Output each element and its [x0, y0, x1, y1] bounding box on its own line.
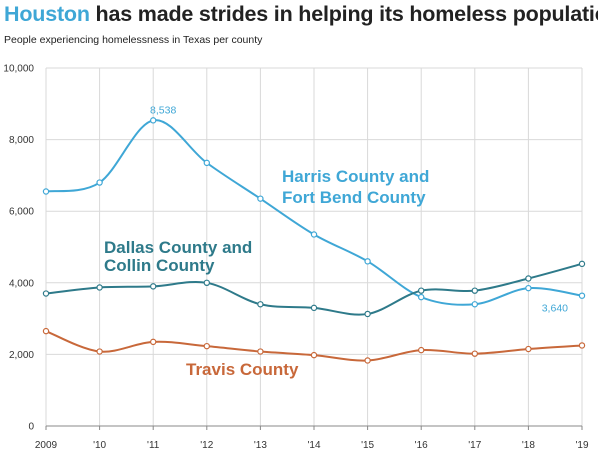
gridlines	[45, 67, 583, 427]
x-tick-label: '18	[522, 440, 535, 451]
data-point-dallas-collin	[257, 301, 264, 308]
data-point-dallas-collin	[203, 279, 210, 286]
data-point-travis	[203, 342, 210, 350]
series-label-line: Dallas County and	[104, 238, 252, 257]
title-highlight: Houston	[4, 2, 90, 26]
x-tick-label: '19	[575, 440, 588, 451]
data-point-harris-fort-bend	[364, 258, 371, 265]
data-point-harris-fort-bend	[149, 117, 157, 124]
series-labels: Harris County and Fort Bend County Dallas …	[104, 167, 429, 379]
data-point-travis	[96, 348, 103, 355]
data-point-harris-fort-bend	[42, 188, 50, 195]
x-tick-label: '17	[468, 440, 481, 451]
data-point-harris-fort-bend	[310, 231, 318, 238]
series-label-dallas-collin: Dallas County and Collin County	[104, 238, 252, 275]
data-point-dallas-collin	[471, 287, 478, 294]
data-point-travis	[257, 348, 264, 355]
x-tick-label: '11	[147, 440, 160, 451]
data-point-dallas-collin	[364, 310, 371, 318]
data-point-harris-fort-bend	[203, 159, 210, 167]
y-tick-label: 2,000	[9, 350, 34, 361]
series-label-line: Fort Bend County	[282, 188, 426, 207]
data-point-harris-fort-bend	[471, 301, 478, 308]
data-labels: 8,538 3,640	[150, 104, 568, 314]
data-point-travis	[310, 351, 318, 359]
data-point-harris-fort-bend	[257, 195, 264, 202]
series-line-harris-fort-bend	[45, 119, 583, 306]
title-rest: has made strides in helping its homeless…	[89, 2, 598, 26]
data-point-travis	[525, 345, 532, 353]
x-tick-label: '15	[361, 440, 374, 451]
y-axis: 0 2,000 4,000 6,000 8,000 10,000	[3, 64, 34, 433]
data-point-travis	[418, 346, 425, 354]
series-label-line: Harris County and	[282, 167, 429, 186]
data-point-dallas-collin	[310, 304, 318, 312]
y-tick-label: 4,000	[9, 278, 34, 289]
chart-title: Houston has made strides in helping its …	[4, 2, 598, 27]
data-label: 3,640	[542, 303, 568, 315]
series-label-harris-fort-bend: Harris County and Fort Bend County	[282, 167, 429, 207]
data-point-travis	[471, 350, 478, 357]
data-point-travis	[364, 357, 371, 364]
x-tick-label: '13	[254, 440, 267, 451]
x-tick-label: 2009	[35, 440, 58, 451]
data-point-dallas-collin	[578, 260, 586, 268]
x-tick-label: '12	[200, 440, 213, 451]
data-point-harris-fort-bend	[525, 284, 532, 292]
x-axis: 2009 '10 '11 '12 '13 '14 '15 '16 '17 '18 '19	[35, 425, 589, 451]
data-point-harris-fort-bend	[96, 179, 103, 186]
series-label-line: Collin County	[104, 256, 215, 275]
y-tick-label: 6,000	[9, 207, 34, 218]
series-label-travis: Travis County	[186, 360, 299, 379]
data-point-dallas-collin	[96, 284, 103, 291]
data-point-dallas-collin	[149, 283, 157, 290]
y-tick-label: 10,000	[3, 64, 34, 75]
x-tick-label: '16	[415, 440, 428, 451]
y-tick-label: 8,000	[9, 135, 34, 146]
y-tick-label: 0	[28, 422, 34, 433]
data-point-dallas-collin	[525, 275, 532, 282]
data-point-travis	[42, 327, 50, 335]
data-point-harris-fort-bend	[418, 293, 425, 301]
data-point-dallas-collin	[418, 287, 425, 294]
series-points	[42, 117, 586, 364]
data-label: 8,538	[150, 104, 176, 116]
data-point-travis	[149, 338, 157, 346]
x-tick-label: '14	[307, 440, 320, 451]
chart-subtitle: People experiencing homelessness in Texa…	[4, 34, 263, 46]
data-point-travis	[578, 342, 586, 349]
series-label-line: Travis County	[186, 360, 299, 379]
data-point-dallas-collin	[42, 290, 50, 297]
x-tick-label: '10	[93, 440, 106, 451]
data-point-harris-fort-bend	[578, 292, 586, 299]
